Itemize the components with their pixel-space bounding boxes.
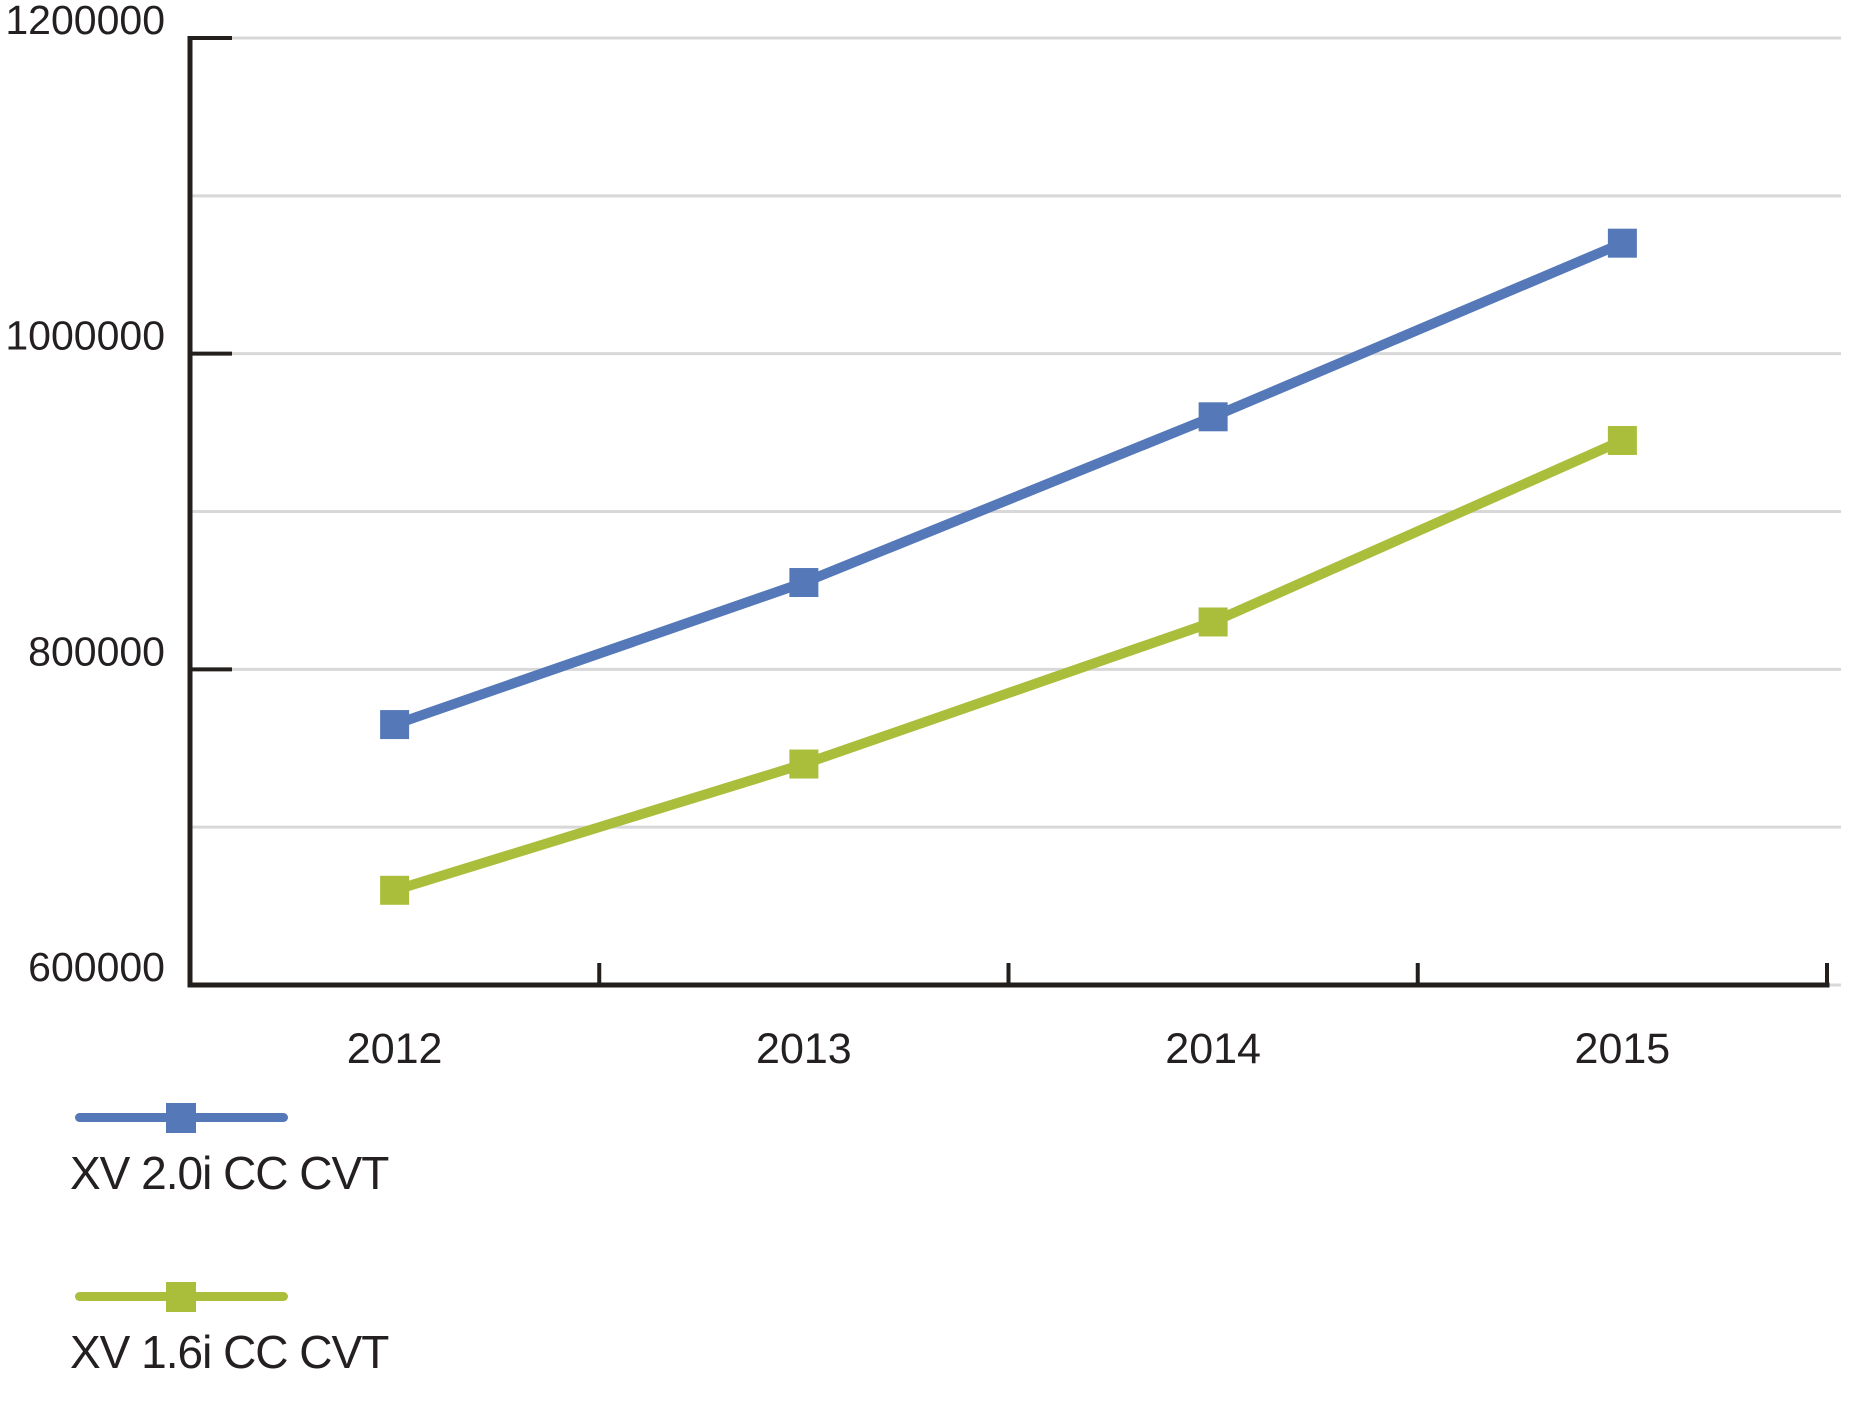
x-tick-label-2013: 2013 <box>756 1025 852 1073</box>
data-point-marker-s1-2014 <box>1198 607 1228 637</box>
y-tick-label-800000: 800000 <box>28 628 165 674</box>
data-point-marker-s0-2014 <box>1198 402 1228 432</box>
data-point-marker-s0-2015 <box>1607 228 1637 258</box>
y-tick-label-1200000: 1200000 <box>5 0 165 43</box>
y-tick-label-600000: 600000 <box>28 944 165 990</box>
legend-square-marker-xv-16i <box>166 1282 196 1312</box>
x-tick-label-2014: 2014 <box>1165 1025 1261 1073</box>
legend-item-xv-16i: XV 1.6i CC CVT <box>70 1282 389 1378</box>
legend-swatch-xv-20i <box>70 1103 294 1133</box>
legend-label-xv-20i: XV 2.0i CC CVT <box>70 1147 389 1199</box>
x-tick-label-2012: 2012 <box>347 1025 443 1073</box>
data-point-marker-s1-2012 <box>380 875 410 905</box>
y-tick-label-1000000: 1000000 <box>5 313 165 359</box>
series-line-1 <box>393 435 1625 896</box>
data-point-marker-s0-2012 <box>380 710 410 740</box>
series-line-0 <box>392 238 1625 730</box>
data-point-marker-s0-2013 <box>789 568 819 598</box>
legend-item-xv-20i: XV 2.0i CC CVT <box>70 1103 389 1199</box>
data-point-marker-s1-2015 <box>1607 425 1637 455</box>
legend-swatch-xv-16i <box>70 1282 294 1312</box>
legend-label-xv-16i: XV 1.6i CC CVT <box>70 1326 389 1378</box>
x-tick-label-2015: 2015 <box>1575 1025 1671 1073</box>
data-point-marker-s1-2013 <box>789 749 819 779</box>
legend-square-marker-xv-20i <box>166 1103 196 1133</box>
